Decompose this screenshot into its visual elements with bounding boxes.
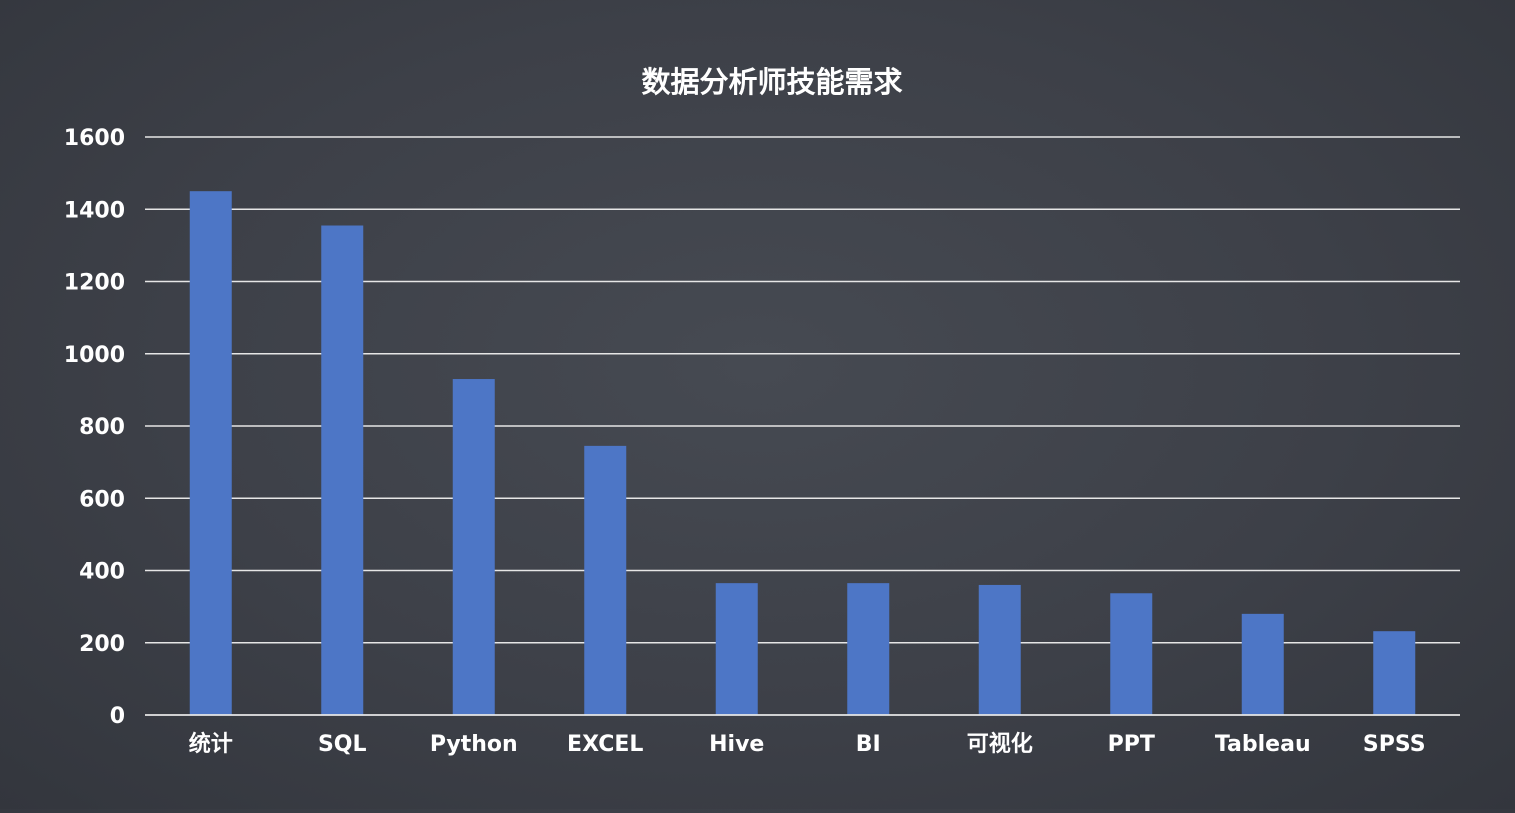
- bars: [189, 191, 1416, 715]
- x-tick-label: EXCEL: [567, 732, 643, 757]
- x-tick-label: SQL: [318, 732, 367, 757]
- y-tick-label: 0: [110, 704, 125, 729]
- bar-2: [452, 379, 495, 715]
- y-tick-label: 400: [79, 560, 125, 585]
- x-tick-label: Hive: [709, 732, 764, 757]
- x-axis-labels: 统计 SQL Python EXCEL Hive BI 可视化 PPT Tableau SPSS: [189, 731, 1426, 757]
- gridlines: [145, 136, 1460, 644]
- y-tick-label: 200: [79, 632, 125, 657]
- x-tick-label: BI: [856, 732, 881, 757]
- bar-1: [321, 225, 364, 715]
- y-axis-ticks: 0 200 400 600 800 1000 1200 1400 1600: [64, 126, 125, 729]
- y-tick-label: 1000: [64, 343, 125, 368]
- x-tick-label: Python: [430, 732, 518, 757]
- y-tick-label: 1400: [64, 198, 125, 223]
- y-tick-label: 800: [79, 415, 125, 440]
- bar-5: [847, 583, 890, 715]
- bar-8: [1241, 613, 1284, 715]
- bar-4: [715, 583, 758, 715]
- bar-6: [978, 584, 1021, 715]
- x-tick-label: 统计: [189, 731, 233, 757]
- x-tick-label: PPT: [1108, 732, 1155, 757]
- y-tick-label: 1200: [64, 271, 125, 296]
- x-tick-label: 可视化: [967, 731, 1033, 757]
- bar-9: [1373, 631, 1416, 715]
- chart-title: 数据分析师技能需求: [641, 65, 902, 99]
- bar-7: [1110, 593, 1153, 715]
- bar-0: [189, 191, 232, 715]
- x-tick-label: SPSS: [1363, 732, 1426, 757]
- y-tick-label: 600: [79, 487, 125, 512]
- y-tick-label: 1600: [64, 126, 125, 151]
- bar-3: [584, 445, 627, 715]
- x-tick-label: Tableau: [1215, 732, 1311, 757]
